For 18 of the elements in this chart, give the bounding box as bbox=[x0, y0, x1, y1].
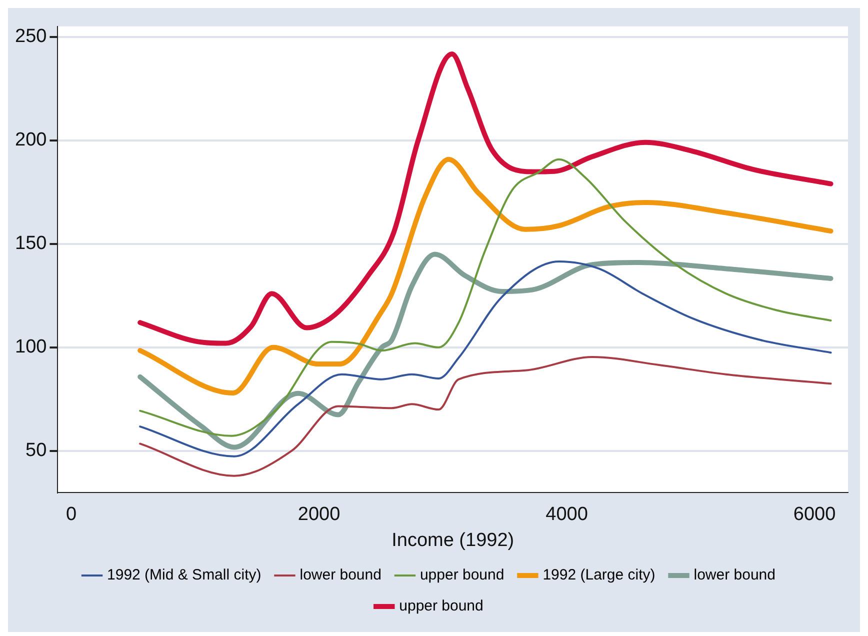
legend-label: lower bound bbox=[300, 566, 382, 584]
y-tick-label: 100 bbox=[15, 336, 47, 358]
x-tick-label: 0 bbox=[66, 504, 77, 526]
x-tick-label: 6000 bbox=[793, 504, 836, 526]
legend-label: 1992 (Mid & Small city) bbox=[107, 566, 262, 584]
y-tick-label: 250 bbox=[15, 26, 47, 47]
y-tick-label: 50 bbox=[26, 440, 47, 462]
y-tick-label: 150 bbox=[15, 233, 47, 254]
line-series bbox=[139, 158, 832, 437]
legend-label: upper bound bbox=[420, 566, 504, 584]
x-tick-label: 2000 bbox=[298, 504, 340, 526]
legend-label: upper bound bbox=[399, 598, 484, 615]
y-tick-label: 200 bbox=[15, 130, 47, 151]
line-series bbox=[139, 356, 832, 477]
legend-label: 1992 (Large city) bbox=[542, 566, 656, 584]
x-tick-label: 4000 bbox=[546, 504, 588, 526]
x-axis-title: Income (1992) bbox=[392, 530, 514, 551]
legend-label: lower bound bbox=[694, 566, 776, 584]
